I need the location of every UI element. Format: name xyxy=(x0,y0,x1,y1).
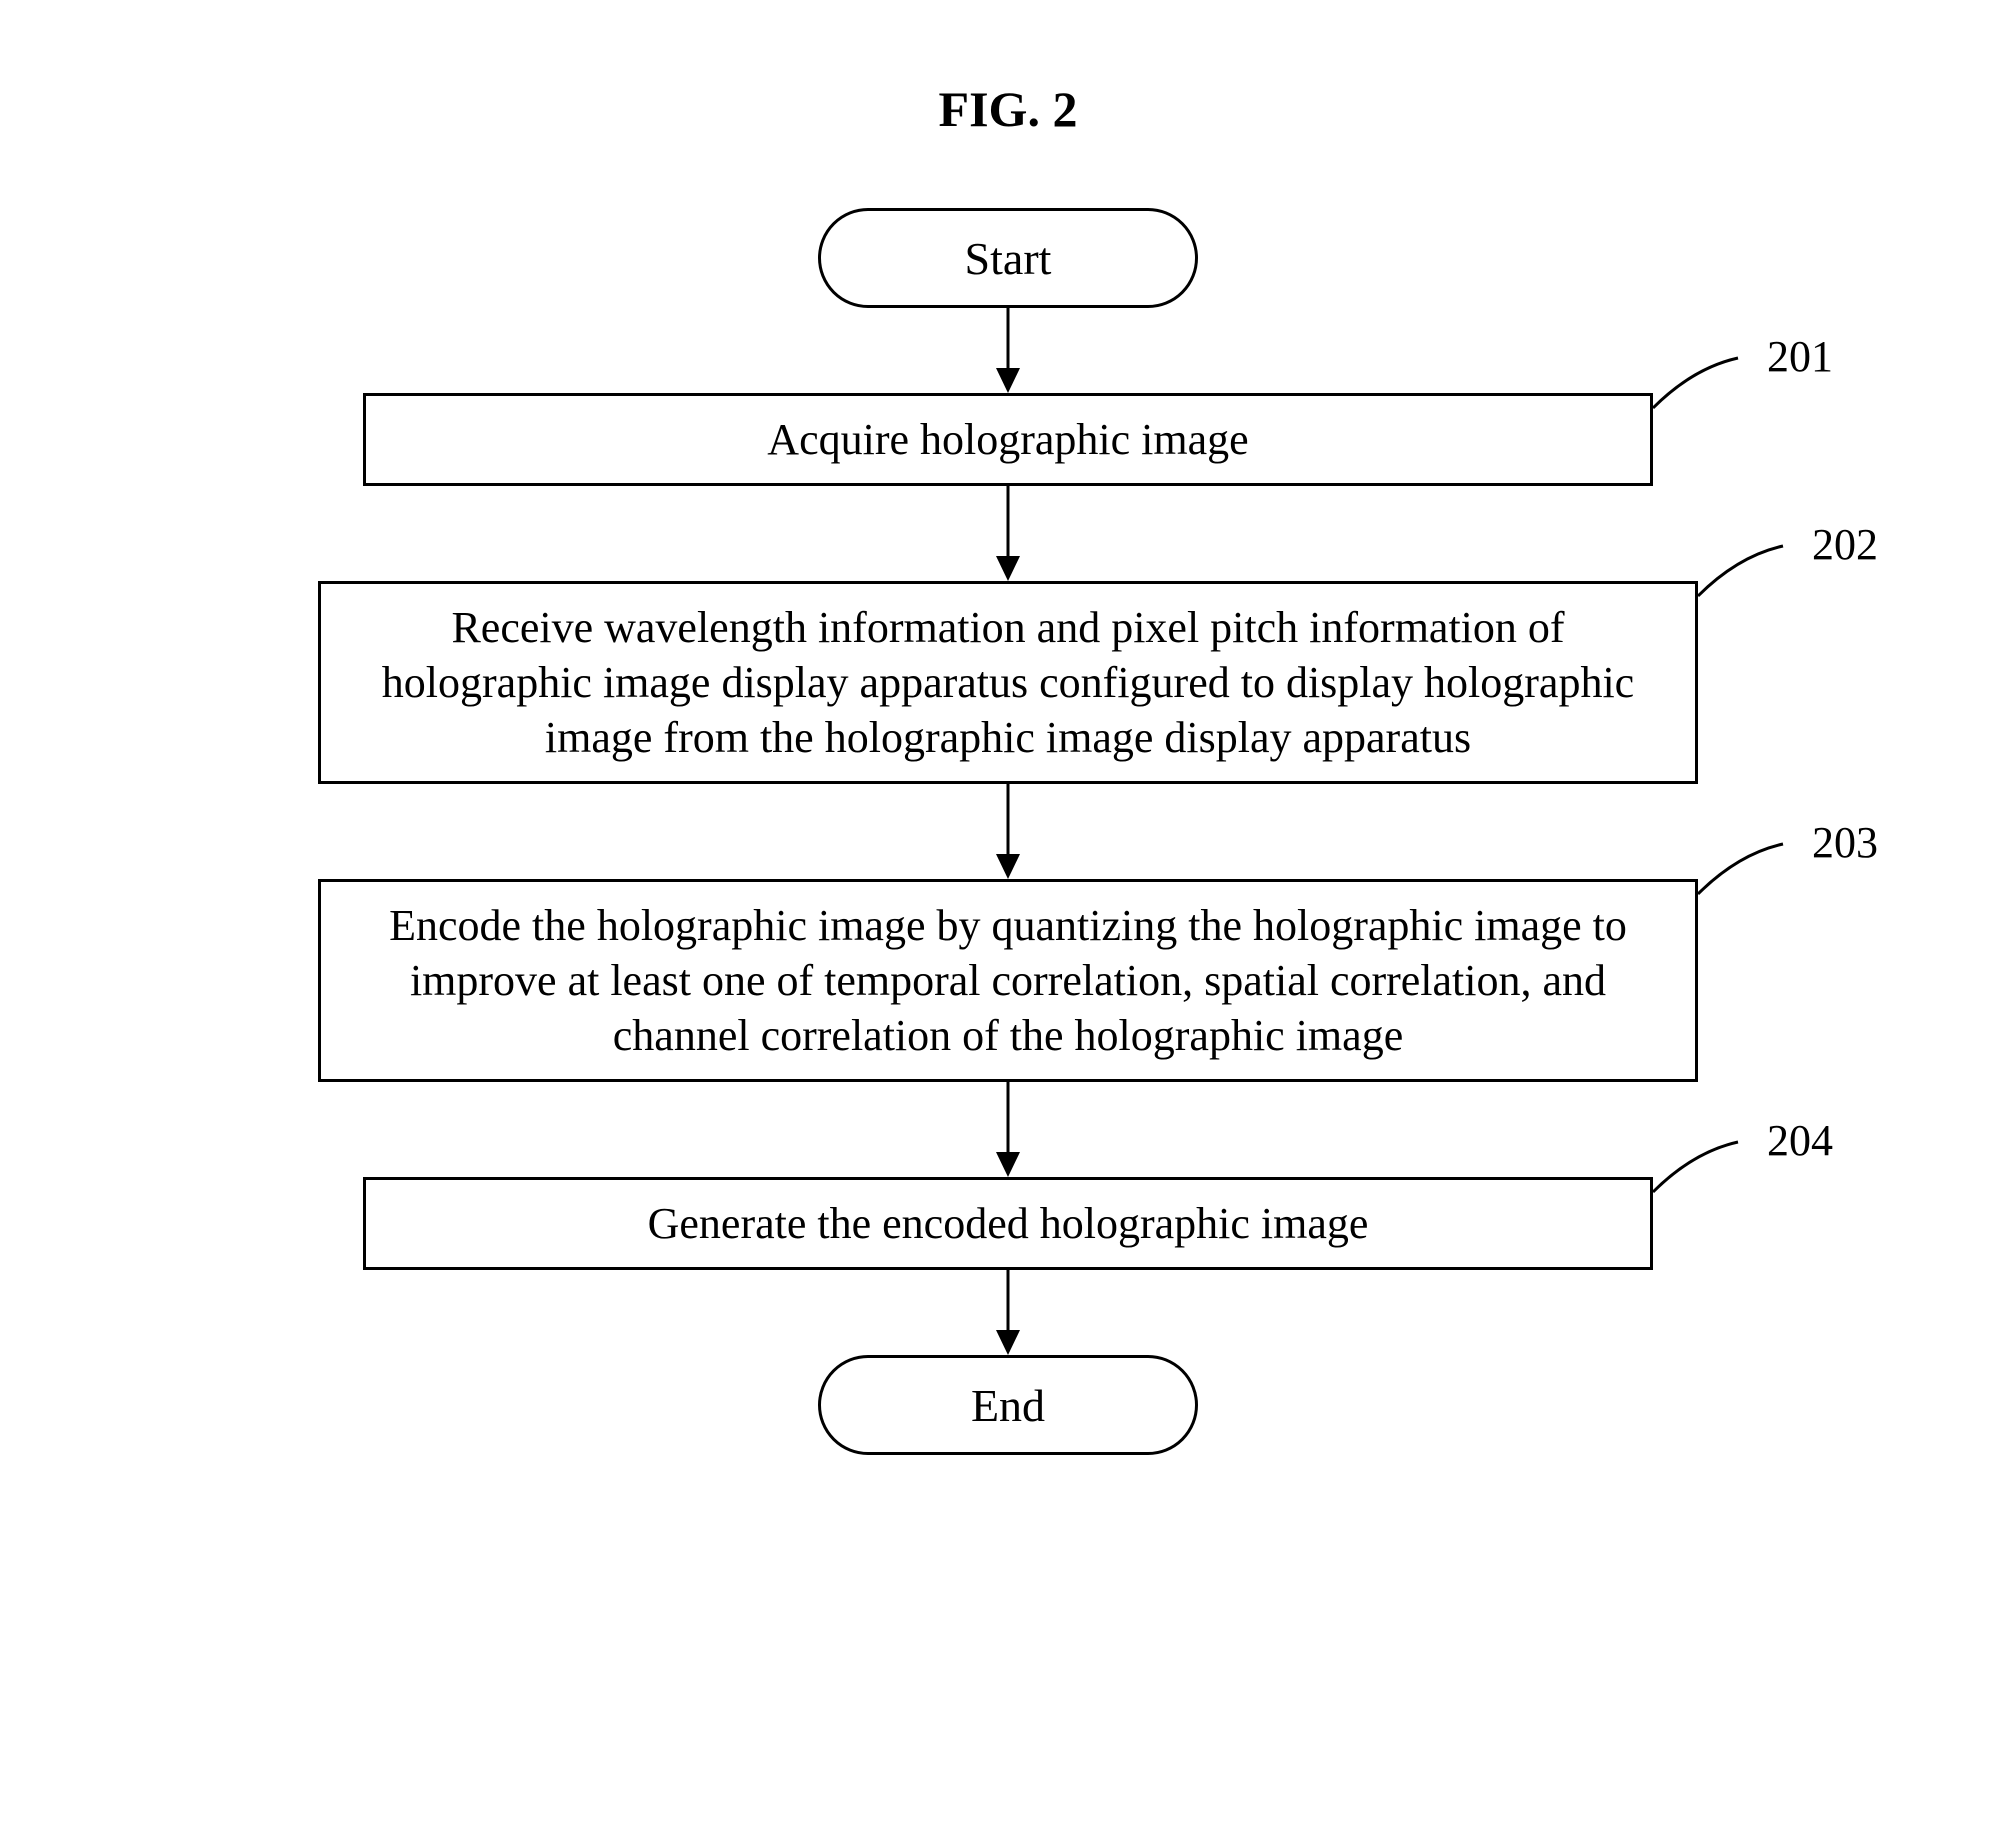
step1-text: Acquire holographic image xyxy=(767,415,1248,464)
step2-wrapper: Receive wavelength information and pixel… xyxy=(258,581,1758,784)
arrow-start-to-step1 xyxy=(258,308,1758,393)
ref-label-204: 204 xyxy=(1767,1115,1833,1166)
arrow-step1-to-step2 xyxy=(258,486,1758,581)
arrow-icon xyxy=(988,486,1028,581)
ref-label-203: 203 xyxy=(1812,817,1878,868)
ref-curve-203 xyxy=(1688,839,1788,899)
ref-label-202: 202 xyxy=(1812,519,1878,570)
arrow-step2-to-step3 xyxy=(258,784,1758,879)
step1-box: Acquire holographic image xyxy=(363,393,1653,486)
ref-label-201: 201 xyxy=(1767,331,1833,382)
arrow-icon xyxy=(988,1082,1028,1177)
ref-curve-201 xyxy=(1643,353,1743,413)
ref-curve-204 xyxy=(1643,1137,1743,1197)
start-terminal: Start xyxy=(818,208,1198,308)
step4-box: Generate the encoded holographic image xyxy=(363,1177,1653,1270)
step4-text: Generate the encoded holographic image xyxy=(648,1199,1369,1248)
step4-wrapper: Generate the encoded holographic image 2… xyxy=(258,1177,1758,1270)
start-label: Start xyxy=(965,232,1052,285)
figure-title: FIG. 2 xyxy=(258,80,1758,138)
step3-wrapper: Encode the holographic image by quantizi… xyxy=(258,879,1758,1082)
end-terminal: End xyxy=(818,1355,1198,1455)
arrow-icon xyxy=(988,308,1028,393)
flowchart-container: FIG. 2 Start Acquire holographic image 2… xyxy=(258,80,1758,1455)
arrow-icon xyxy=(988,1270,1028,1355)
arrow-icon xyxy=(988,784,1028,879)
step2-box: Receive wavelength information and pixel… xyxy=(318,581,1698,784)
end-label: End xyxy=(971,1379,1045,1432)
step1-wrapper: Acquire holographic image 201 xyxy=(258,393,1758,486)
arrow-step4-to-end xyxy=(258,1270,1758,1355)
arrow-step3-to-step4 xyxy=(258,1082,1758,1177)
step3-box: Encode the holographic image by quantizi… xyxy=(318,879,1698,1082)
step2-text: Receive wavelength information and pixel… xyxy=(382,603,1634,762)
ref-curve-202 xyxy=(1688,541,1788,601)
step3-text: Encode the holographic image by quantizi… xyxy=(389,901,1627,1060)
